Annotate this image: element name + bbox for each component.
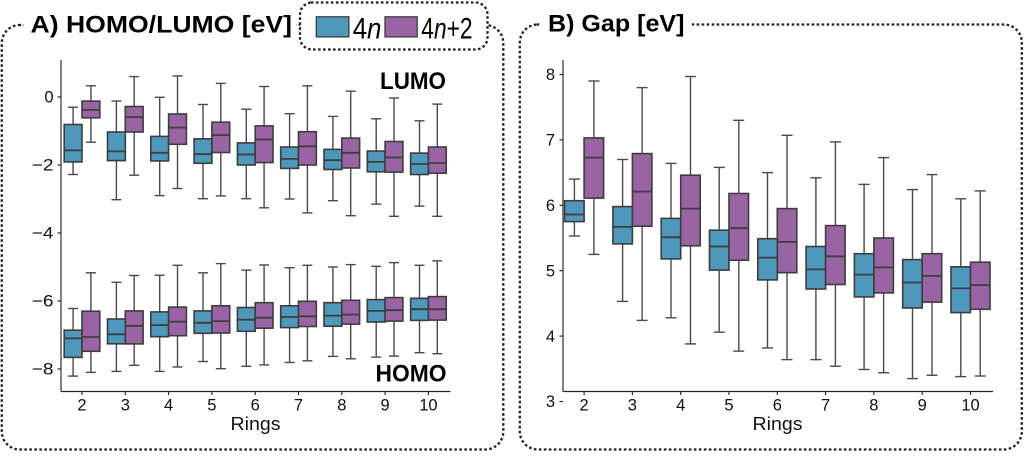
svg-text:−2: −2 bbox=[32, 157, 54, 175]
svg-text:10: 10 bbox=[961, 397, 979, 415]
svg-text:4: 4 bbox=[676, 397, 685, 415]
svg-text:9: 9 bbox=[918, 397, 927, 415]
svg-text:8: 8 bbox=[869, 397, 878, 415]
svg-text:−4: −4 bbox=[32, 225, 54, 243]
svg-text:7: 7 bbox=[821, 397, 830, 415]
svg-text:4: 4 bbox=[546, 328, 555, 346]
svg-text:5: 5 bbox=[207, 397, 216, 415]
svg-text:6: 6 bbox=[773, 397, 782, 415]
svg-text:−6: −6 bbox=[32, 293, 54, 311]
svg-text:2: 2 bbox=[580, 397, 589, 415]
svg-text:Rings: Rings bbox=[753, 414, 803, 434]
svg-text:HOMO: HOMO bbox=[376, 361, 447, 388]
svg-text:2: 2 bbox=[77, 397, 86, 415]
svg-text:4n: 4n bbox=[353, 12, 382, 45]
svg-text:3: 3 bbox=[628, 397, 637, 415]
svg-text:B) Gap [eV]: B) Gap [eV] bbox=[548, 11, 685, 38]
svg-text:0: 0 bbox=[44, 89, 53, 107]
svg-text:Rings: Rings bbox=[231, 414, 281, 434]
svg-text:A) HOMO/LUMO [eV]: A) HOMO/LUMO [eV] bbox=[31, 11, 293, 38]
svg-text:8: 8 bbox=[337, 397, 346, 415]
svg-text:6: 6 bbox=[251, 397, 260, 415]
svg-text:3: 3 bbox=[546, 393, 555, 411]
svg-text:10: 10 bbox=[419, 397, 437, 415]
svg-text:LUMO: LUMO bbox=[380, 68, 446, 95]
svg-text:7: 7 bbox=[546, 132, 555, 150]
svg-text:4: 4 bbox=[164, 397, 173, 415]
svg-text:5: 5 bbox=[724, 397, 733, 415]
svg-text:4n+2: 4n+2 bbox=[421, 12, 472, 45]
svg-text:9: 9 bbox=[381, 397, 390, 415]
svg-text:−8: −8 bbox=[32, 361, 54, 379]
svg-text:7: 7 bbox=[294, 397, 303, 415]
svg-text:8: 8 bbox=[546, 66, 555, 84]
svg-text:6: 6 bbox=[546, 197, 555, 215]
svg-text:5: 5 bbox=[546, 262, 555, 280]
svg-text:3: 3 bbox=[121, 397, 130, 415]
